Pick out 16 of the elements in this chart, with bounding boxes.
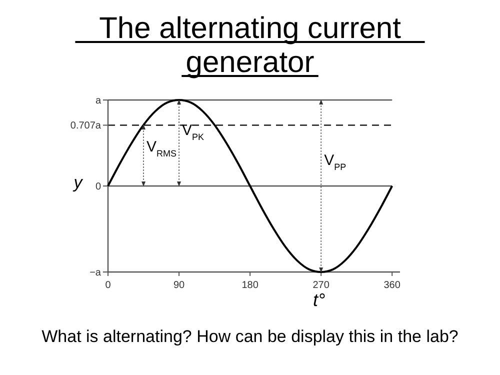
chart-title: The alternating current generator [99, 12, 402, 79]
x-tick-label: 270 [312, 280, 330, 291]
x-tick-label: 360 [384, 280, 401, 291]
text: What is alternating? How can be display this in the lab? [42, 327, 458, 346]
y-tick-label: 0 [95, 182, 102, 192]
annotation: V$_{RMS}$ [146, 138, 177, 158]
x-tick-label: 90 [173, 280, 186, 291]
y-tick-label: −a [90, 268, 102, 278]
x-axis-title: t° [312, 290, 326, 310]
annotation: V$_{PP}$ [324, 152, 346, 172]
y-tick-label: 0.707a [70, 120, 102, 132]
y-axis-title: y [72, 173, 84, 192]
y-tick-label: a [95, 96, 102, 106]
x-tick-label: 0 [105, 280, 112, 291]
annotation: V$_{PK}$ [182, 122, 204, 142]
x-tick-label: 180 [242, 280, 259, 291]
